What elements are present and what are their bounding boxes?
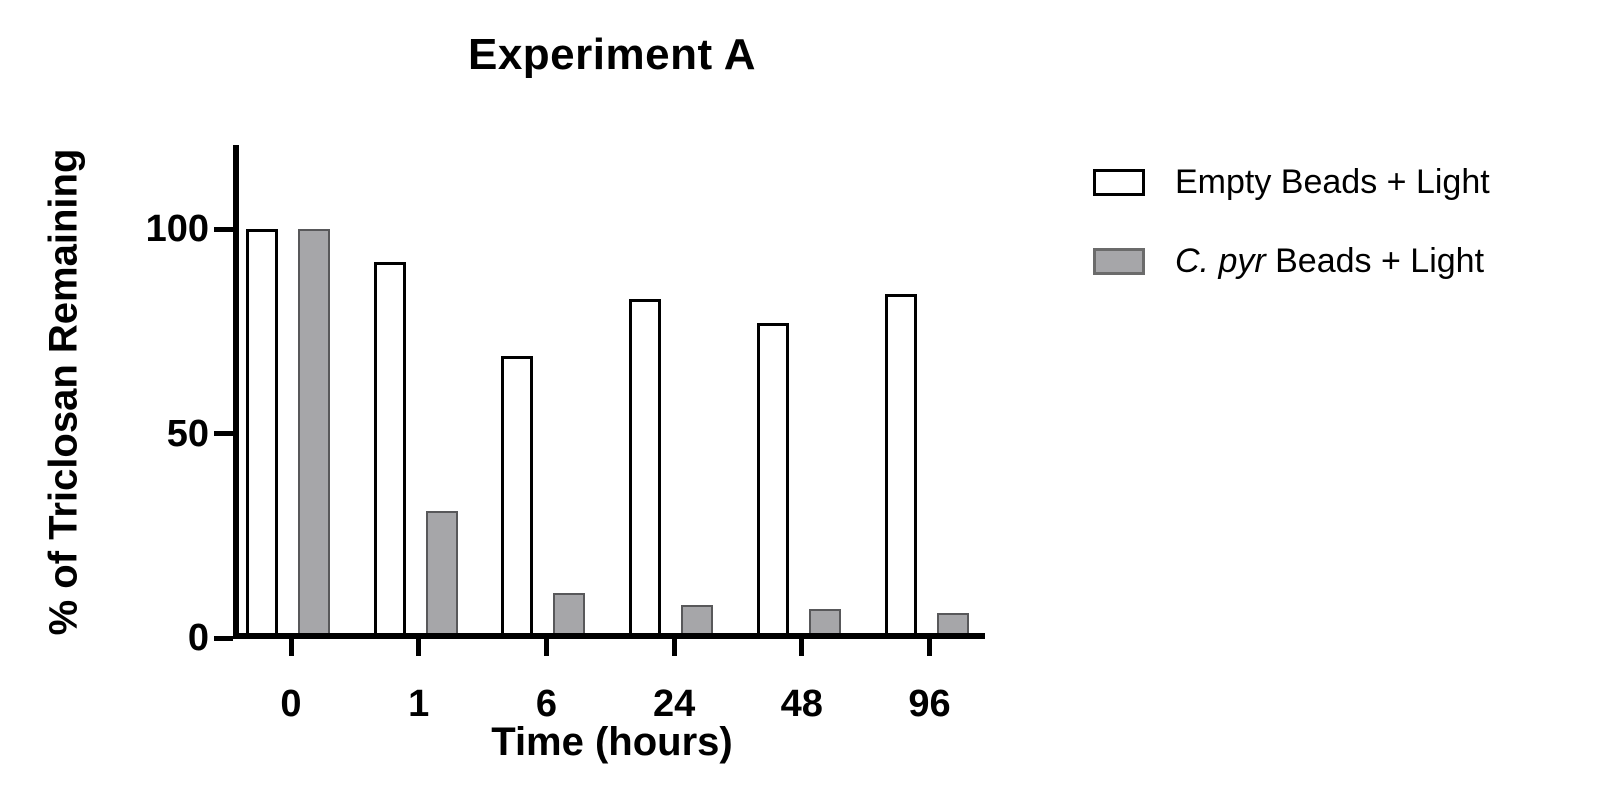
bar-c-pyr-beads-light-0	[298, 229, 330, 638]
legend-swatch-empty-beads-light	[1093, 169, 1145, 196]
bar-empty-beads-light-6	[501, 356, 534, 638]
y-tick-label-0: 0	[187, 617, 209, 659]
x-axis-line	[233, 633, 985, 639]
x-tick-48	[799, 639, 805, 656]
bar-empty-beads-light-0	[246, 229, 278, 638]
bar-empty-beads-light-1	[373, 262, 406, 638]
x-tick-label-1: 1	[408, 683, 430, 725]
legend-label-text-part: Beads + Light	[1265, 242, 1485, 280]
x-tick-label-48: 48	[780, 683, 823, 725]
y-tick-label-100: 100	[145, 208, 209, 250]
x-tick-24	[671, 639, 677, 656]
x-tick-label-96: 96	[908, 683, 951, 725]
y-tick-0	[214, 635, 233, 641]
y-tick-label-50: 50	[166, 412, 209, 455]
y-axis-line	[233, 145, 239, 639]
bar-c-pyr-beads-light-6	[553, 593, 586, 638]
bar-c-pyr-beads-light-24	[681, 605, 714, 638]
bar-empty-beads-light-24	[629, 299, 662, 638]
x-tick-label-24: 24	[652, 683, 696, 725]
legend-label-text-part: Empty Beads + Light	[1175, 163, 1490, 201]
x-tick-label-0: 0	[280, 683, 302, 725]
bar-empty-beads-light-48	[756, 323, 789, 638]
legend-item-c-pyr-beads-light: C. pyr Beads + Light	[1093, 242, 1490, 281]
x-axis-label: Time (hours)	[491, 720, 733, 764]
legend-label-c-pyr-beads-light: C. pyr Beads + Light	[1175, 242, 1484, 281]
x-tick-0	[288, 639, 294, 656]
x-tick-96	[927, 639, 932, 656]
x-tick-1	[416, 639, 422, 656]
y-tick-100	[214, 226, 233, 232]
x-tick-label-6: 6	[535, 683, 557, 725]
bar-c-pyr-beads-light-1	[425, 511, 458, 638]
y-tick-50	[214, 431, 233, 436]
chart-title: Experiment A	[467, 30, 756, 79]
legend: Empty Beads + Light C. pyr Beads + Light	[1093, 163, 1490, 321]
x-tick-6	[543, 639, 549, 656]
legend-label-italic-part: C. pyr	[1175, 242, 1266, 280]
legend-item-empty-beads-light: Empty Beads + Light	[1093, 163, 1490, 202]
legend-label-empty-beads-light: Empty Beads + Light	[1175, 163, 1490, 202]
bar-empty-beads-light-96	[884, 294, 917, 638]
legend-swatch-c-pyr-beads-light	[1093, 248, 1145, 275]
